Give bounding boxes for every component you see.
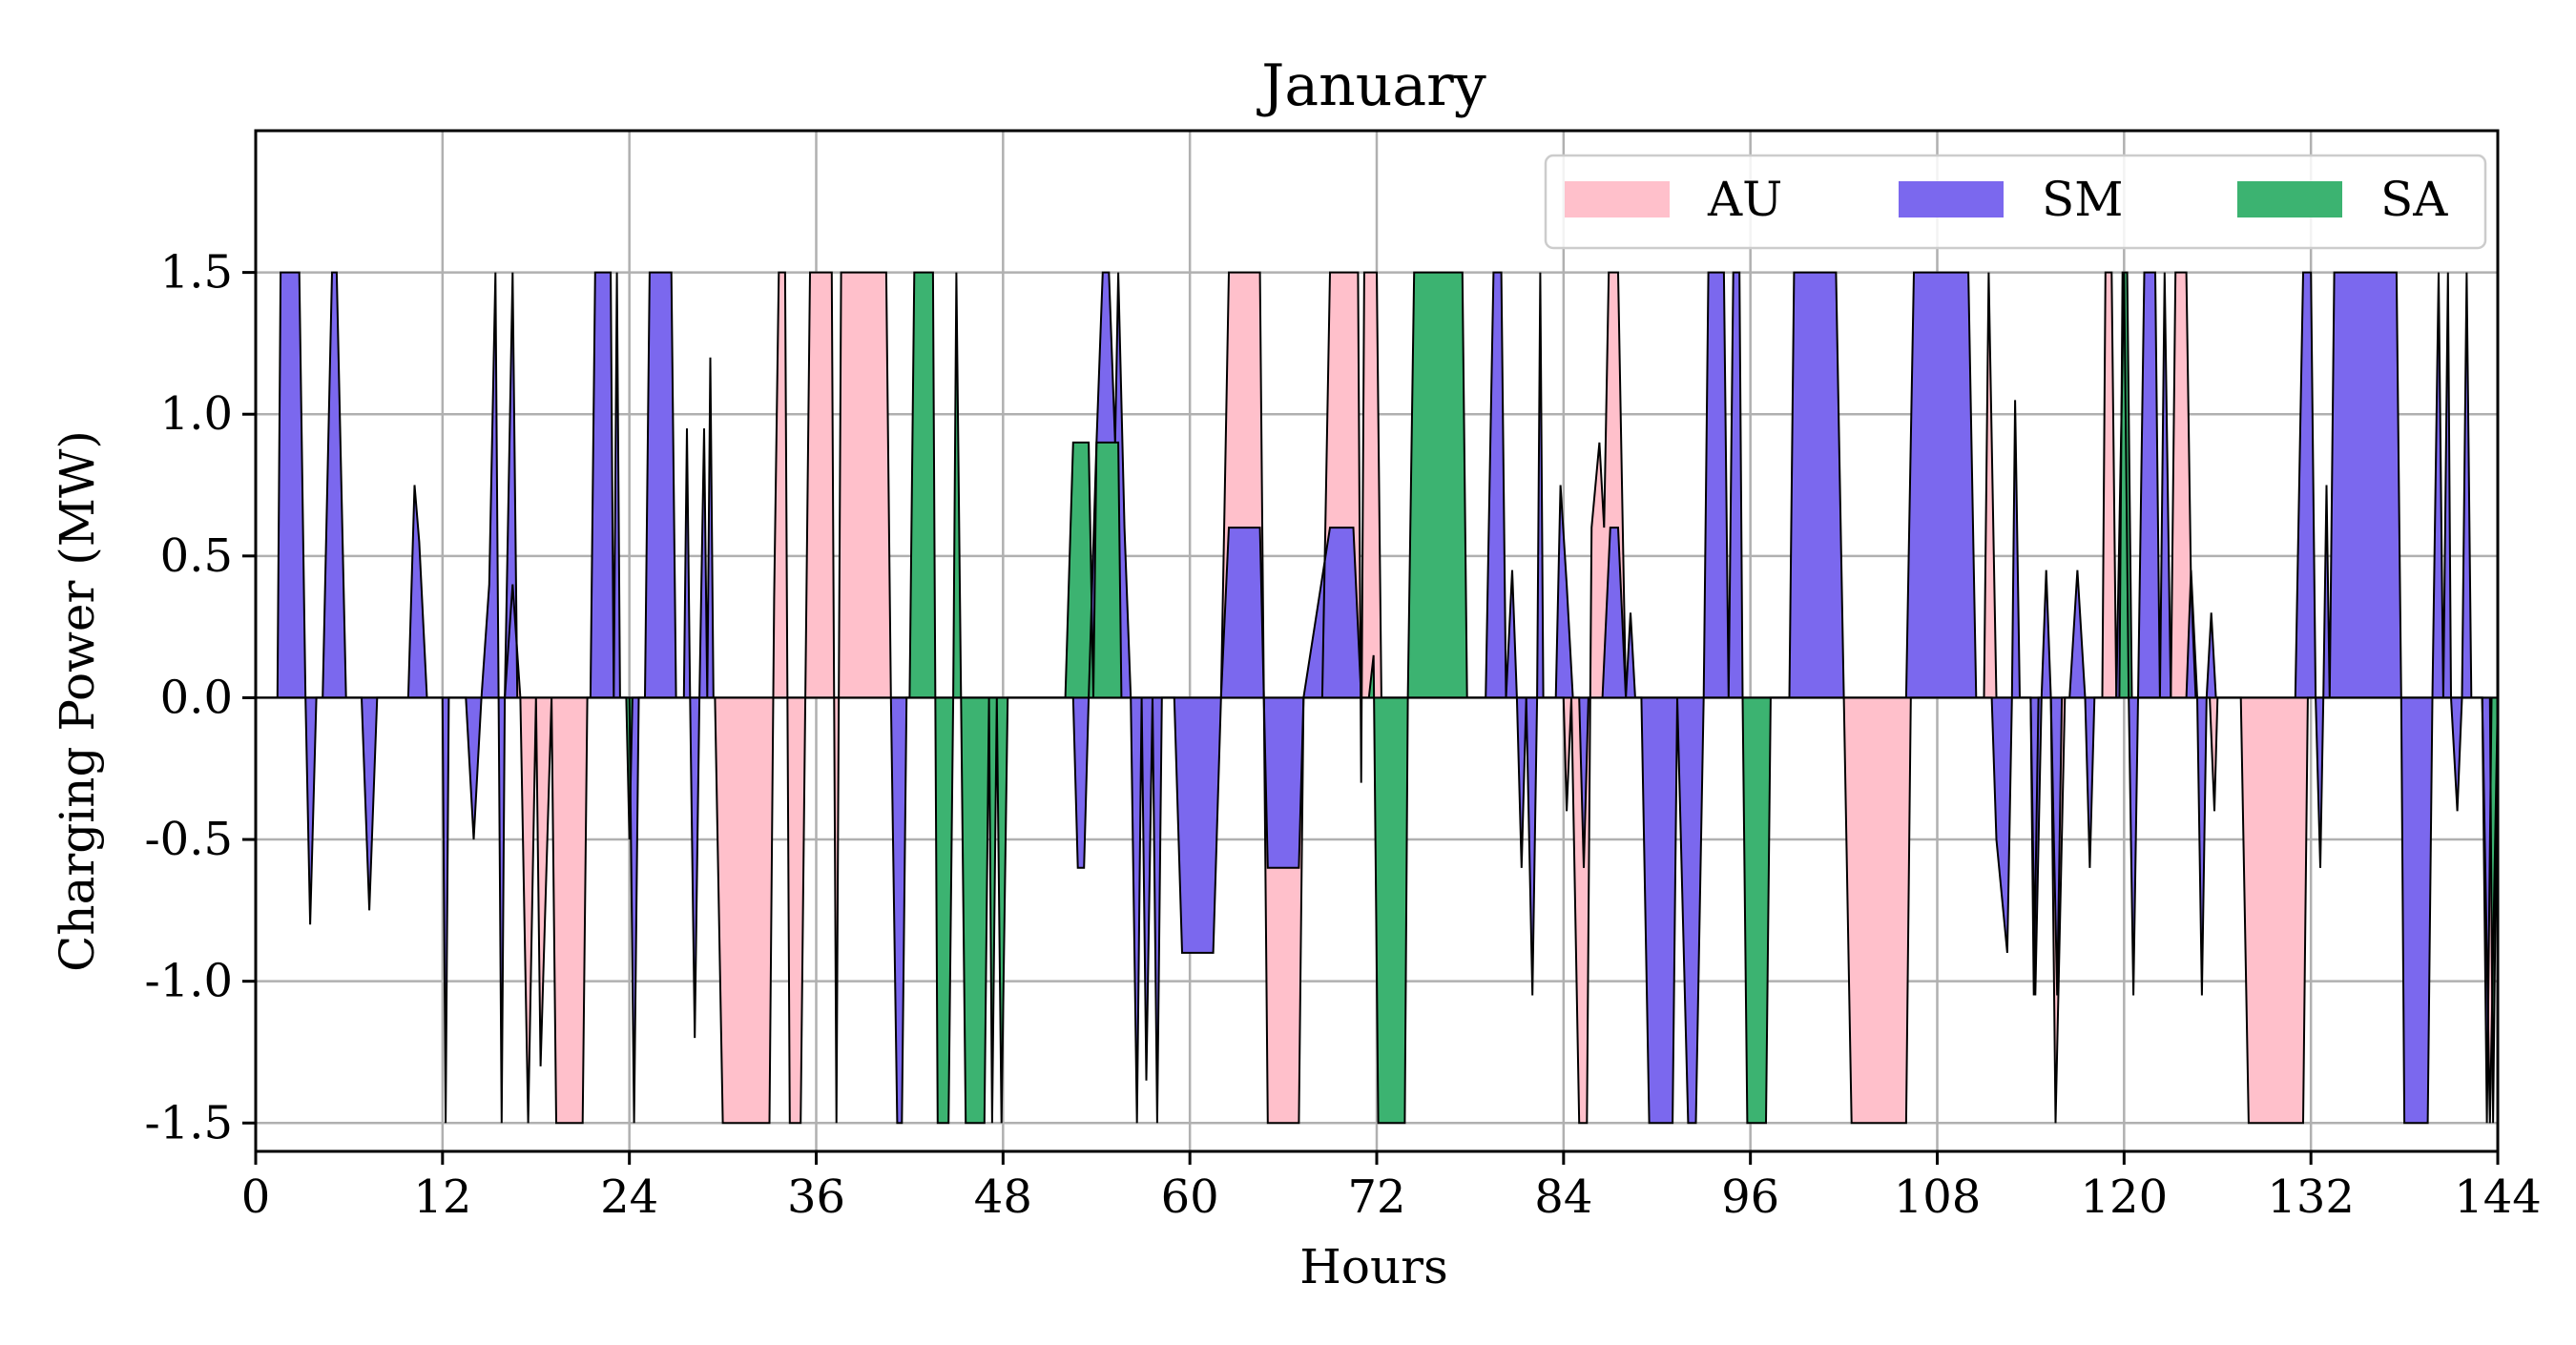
x-tick-label: 96 xyxy=(1721,1170,1779,1224)
trace-au xyxy=(256,271,2499,1125)
x-tick-label: 36 xyxy=(787,1170,845,1224)
legend: AU SM SA xyxy=(1544,154,2487,250)
x-tick-label: 84 xyxy=(1534,1170,1592,1224)
y-tick-label: -1.5 xyxy=(144,1096,233,1149)
y-tick-label: -0.5 xyxy=(144,813,233,866)
legend-swatch-au xyxy=(1565,181,1670,217)
x-tick-label: 60 xyxy=(1161,1170,1219,1224)
area-sm xyxy=(256,272,2498,1124)
area-au xyxy=(256,272,2498,1124)
x-tick-label: 72 xyxy=(1347,1170,1405,1224)
x-tick-label: 12 xyxy=(413,1170,471,1224)
y-tick-label: 0.0 xyxy=(160,671,233,724)
legend-label-au: AU xyxy=(1707,172,1782,227)
y-axis-ticks: -1.5 -1.0 -0.5 0.0 0.5 1.0 1.5 xyxy=(144,246,256,1149)
x-tick-label: 48 xyxy=(974,1170,1032,1224)
x-tick-label: 108 xyxy=(1894,1170,1982,1224)
x-tick-label: 24 xyxy=(600,1170,658,1224)
y-tick-label: 0.5 xyxy=(160,529,233,583)
x-axis-ticks: 0 12 24 36 48 60 72 84 96 108 120 132 144 xyxy=(241,1151,2542,1224)
x-axis-label: Hours xyxy=(1299,1239,1447,1294)
chart-title: January xyxy=(1256,52,1486,119)
y-axis-label: Charging Power (MW) xyxy=(50,430,105,972)
legend-box xyxy=(1544,154,2487,250)
legend-label-sm: SM xyxy=(2042,172,2123,227)
legend-label-sa: SA xyxy=(2380,172,2448,227)
x-tick-label: 120 xyxy=(2081,1170,2169,1224)
legend-swatch-sm xyxy=(1899,181,2004,217)
y-tick-label: 1.5 xyxy=(160,246,233,300)
x-tick-label: 0 xyxy=(241,1170,271,1224)
legend-swatch-sa xyxy=(2237,181,2342,217)
y-tick-label: -1.0 xyxy=(144,955,233,1008)
y-tick-label: 1.0 xyxy=(160,387,233,441)
x-tick-label: 132 xyxy=(2267,1170,2355,1224)
x-tick-label: 144 xyxy=(2454,1170,2542,1224)
